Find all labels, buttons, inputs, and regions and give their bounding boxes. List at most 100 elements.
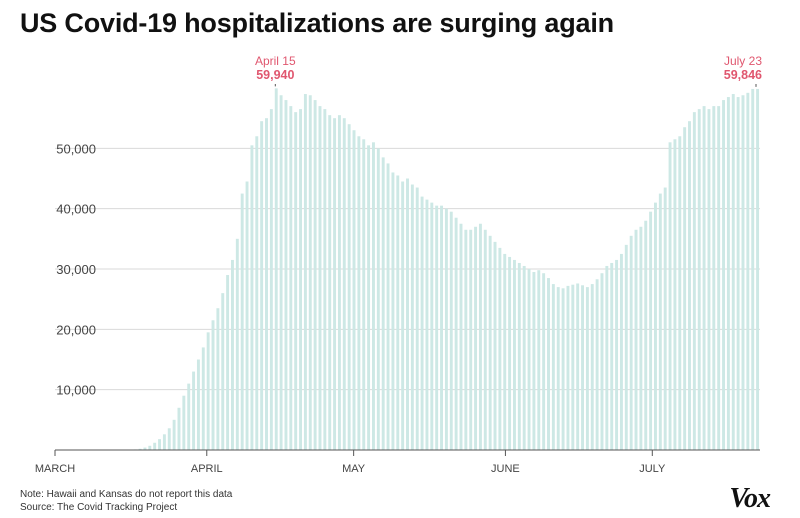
bar [265, 118, 268, 451]
bar [158, 439, 161, 450]
bar [731, 94, 735, 450]
bar [717, 106, 721, 450]
bar [663, 187, 667, 451]
bar [294, 112, 298, 450]
bar [707, 109, 711, 451]
bar [255, 136, 259, 450]
bar [250, 145, 254, 450]
bar [337, 115, 341, 451]
source-text: Source: The Covid Tracking Project [20, 502, 178, 513]
bar [352, 130, 356, 451]
bar [406, 178, 409, 450]
bar [571, 284, 575, 450]
bar [619, 253, 623, 450]
bar [488, 235, 492, 450]
bar [401, 181, 405, 450]
bar [644, 220, 648, 450]
bar [615, 259, 619, 450]
bar [333, 118, 337, 451]
bar [172, 419, 176, 450]
hospitalizations-bar-chart: MARCH APRIL MAY JUNE JULY 10,000 20,000 30,000… [35, 54, 762, 475]
bar [211, 320, 215, 450]
bar [240, 193, 244, 450]
bar [342, 118, 346, 451]
annotation-value: 59,940 [256, 68, 294, 82]
bar [313, 100, 317, 450]
bar [483, 229, 487, 450]
bar [386, 163, 390, 451]
x-tick-label: APRIL [191, 463, 223, 475]
bar [167, 428, 171, 450]
bar [372, 142, 375, 451]
y-tick-label: 20,000 [56, 322, 96, 337]
bar [712, 106, 716, 450]
bar [683, 127, 687, 450]
bar [201, 347, 205, 450]
y-axis-labels: 10,000 20,000 30,000 40,000 50,000 [56, 141, 96, 397]
bar [556, 287, 560, 450]
bar [498, 247, 502, 450]
y-tick-label: 50,000 [56, 141, 96, 156]
bar [459, 223, 463, 450]
bar [561, 288, 565, 450]
annotation-date: July 23 [724, 54, 762, 68]
bar [590, 284, 594, 450]
bar [279, 95, 283, 451]
bar [673, 139, 677, 450]
bars [133, 88, 760, 451]
bar [269, 109, 273, 451]
bar [478, 223, 482, 450]
bar [449, 211, 453, 450]
x-tick-label: JUNE [491, 463, 520, 475]
bar [425, 199, 429, 450]
vox-logo: Vox [729, 483, 771, 514]
bar [726, 97, 730, 451]
bar [318, 106, 322, 450]
bar [328, 115, 332, 451]
bar [532, 272, 536, 450]
bar [391, 172, 395, 450]
bar [722, 100, 725, 450]
bar [367, 145, 371, 450]
bar [624, 244, 628, 450]
bar [756, 88, 760, 451]
bar [245, 181, 249, 450]
bar [430, 202, 434, 450]
footnotes: Note: Hawaii and Kansas do not report th… [20, 488, 232, 514]
bar [585, 287, 589, 450]
bar [551, 284, 555, 450]
bar [629, 235, 633, 450]
bar [376, 148, 380, 450]
bar [153, 442, 157, 450]
bar [600, 273, 604, 450]
y-tick-label: 40,000 [56, 202, 96, 217]
bar [362, 139, 366, 450]
bar [542, 273, 546, 450]
bar [658, 193, 662, 450]
bar [702, 106, 706, 450]
bar [221, 293, 225, 450]
bar [634, 229, 638, 450]
bar [454, 217, 458, 450]
bar [410, 184, 414, 450]
bar [420, 196, 424, 450]
bar [226, 275, 230, 450]
bar [474, 226, 478, 450]
bar [192, 371, 196, 450]
bar [692, 112, 696, 450]
bar [303, 94, 307, 450]
x-tick-label: MAY [342, 463, 366, 475]
chart-title: US Covid-19 hospitalizations are surging… [20, 8, 614, 38]
bar [697, 109, 701, 451]
y-tick-label: 10,000 [56, 383, 96, 398]
bar [576, 283, 580, 450]
bar [444, 208, 448, 450]
bar [639, 226, 643, 450]
bar [231, 259, 234, 450]
chart-area: MARCH APRIL MAY JUNE JULY 10,000 20,000 30,000… [35, 54, 762, 475]
bar [357, 136, 361, 450]
bar [435, 205, 439, 450]
bar [522, 265, 526, 450]
bar [177, 407, 181, 450]
